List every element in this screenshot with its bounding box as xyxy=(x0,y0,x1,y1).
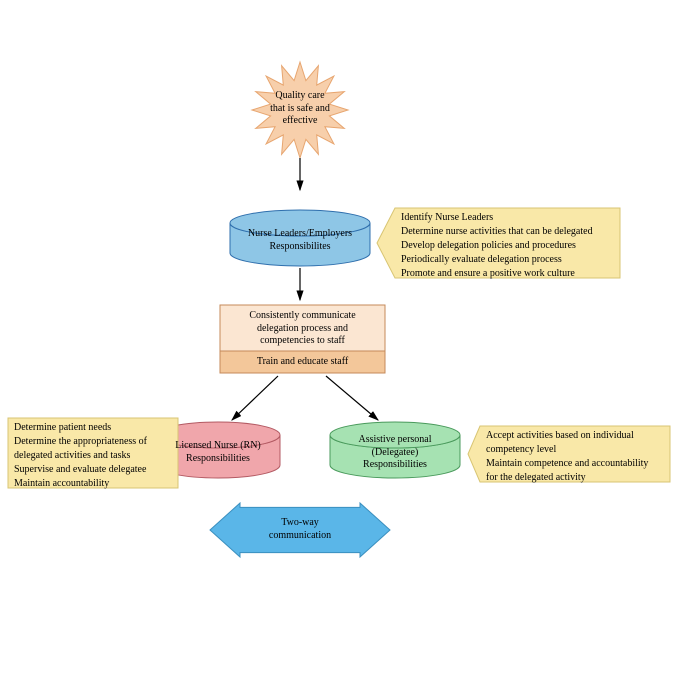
arrow-3 xyxy=(326,376,378,420)
diagram-svg xyxy=(0,0,700,700)
starburst-label: Quality carethat is safe andeffective xyxy=(255,90,345,128)
callout-leaders-text: Identify Nurse LeadersDetermine nurse ac… xyxy=(401,211,618,281)
rect-communicate-label: Consistently communicatedelegation proce… xyxy=(220,310,385,348)
arrow-2 xyxy=(232,376,278,420)
cylinder-delegatee-label: Assistive personal(Delegatee)Responsibil… xyxy=(332,434,458,472)
rect-train-label: Train and educate staff xyxy=(220,356,385,369)
callout-rn-text: Determine patient needsDetermine the app… xyxy=(14,421,176,491)
two-way-label: Two-waycommunication xyxy=(240,517,360,542)
callout-delegatee-text: Accept activities based on individualcom… xyxy=(486,429,668,485)
cylinder-rn-label: Licensed Nurse (RN)Responsibilities xyxy=(158,440,278,465)
cylinder-leaders-label: Nurse Leaders/EmployersResponsibilites xyxy=(232,228,368,253)
